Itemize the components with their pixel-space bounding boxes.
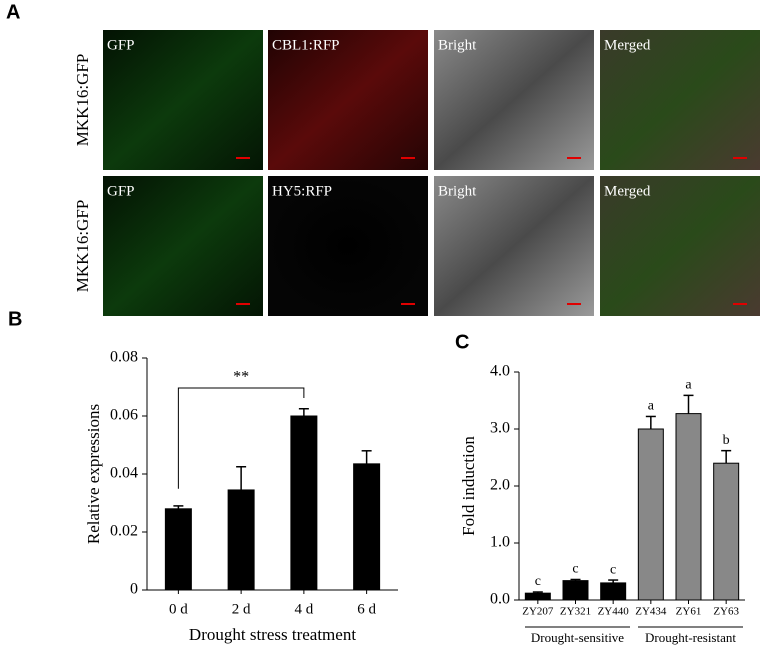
panel-label: B bbox=[8, 308, 22, 330]
image-label: Merged bbox=[604, 183, 651, 199]
y-tick-label: 1.0 bbox=[490, 534, 510, 551]
y-tick-label: 0.02 bbox=[110, 523, 138, 540]
x-tick-label: ZY321 bbox=[560, 606, 591, 618]
panel-label: A bbox=[6, 1, 20, 23]
significance-letter: c bbox=[610, 562, 616, 577]
bar bbox=[675, 413, 702, 601]
bar bbox=[600, 582, 627, 601]
panel-label: C bbox=[455, 331, 469, 353]
image-label: HY5:RFP bbox=[272, 183, 332, 199]
y-axis-label: Fold induction bbox=[459, 436, 478, 536]
row-label: MKK16:GFP bbox=[73, 54, 92, 147]
y-axis-label: Relative expressions bbox=[84, 404, 103, 544]
significance-bracket bbox=[177, 387, 305, 489]
bar bbox=[524, 592, 551, 601]
x-tick-label: 0 d bbox=[169, 601, 188, 617]
image-label: Bright bbox=[438, 37, 477, 53]
bar bbox=[164, 508, 192, 591]
significance-label: ** bbox=[233, 369, 249, 386]
group-label: Drought-sensitive bbox=[531, 630, 624, 645]
x-tick-label: 2 d bbox=[232, 601, 251, 617]
y-tick-label: 0.06 bbox=[110, 407, 138, 424]
y-tick-label: 2.0 bbox=[490, 477, 510, 494]
significance-letter: a bbox=[685, 378, 692, 393]
micrograph bbox=[268, 176, 428, 316]
x-tick-label: ZY207 bbox=[522, 606, 554, 618]
y-tick-label: 0.08 bbox=[110, 349, 138, 366]
y-tick-label: 4.0 bbox=[490, 363, 510, 380]
image-label: CBL1:RFP bbox=[272, 37, 340, 53]
micrograph bbox=[268, 30, 428, 170]
x-tick-label: ZY63 bbox=[713, 606, 739, 618]
x-tick-label: ZY434 bbox=[635, 606, 667, 618]
micrograph bbox=[434, 176, 594, 316]
bar bbox=[290, 415, 318, 591]
micrograph bbox=[103, 30, 263, 170]
x-tick-label: 4 d bbox=[295, 601, 314, 617]
y-tick-label: 0.0 bbox=[490, 591, 510, 608]
bar bbox=[353, 463, 381, 591]
micrograph bbox=[600, 176, 760, 316]
significance-letter: a bbox=[648, 399, 655, 414]
x-tick-label: ZY440 bbox=[598, 606, 630, 618]
micrograph bbox=[434, 30, 594, 170]
micrograph bbox=[600, 30, 760, 170]
y-tick-label: 0.04 bbox=[110, 465, 138, 482]
significance-letter: c bbox=[572, 562, 578, 577]
bar bbox=[562, 580, 589, 601]
significance-letter: b bbox=[723, 433, 730, 448]
x-axis-label: Drought stress treatment bbox=[189, 625, 356, 644]
image-label: Merged bbox=[604, 37, 651, 53]
y-tick-label: 0 bbox=[130, 581, 138, 598]
bar bbox=[713, 462, 740, 601]
x-tick-label: 6 d bbox=[357, 601, 376, 617]
image-label: Bright bbox=[438, 183, 477, 199]
row-label: MKK16:GFP bbox=[73, 200, 92, 293]
significance-letter: c bbox=[535, 574, 541, 589]
bar bbox=[227, 489, 255, 591]
group-label: Drought-resistant bbox=[645, 630, 736, 645]
x-tick-label: ZY61 bbox=[676, 606, 702, 618]
image-label: GFP bbox=[107, 37, 135, 53]
y-tick-label: 3.0 bbox=[490, 420, 510, 437]
bar bbox=[637, 428, 664, 601]
micrograph bbox=[103, 176, 263, 316]
image-label: GFP bbox=[107, 183, 135, 199]
